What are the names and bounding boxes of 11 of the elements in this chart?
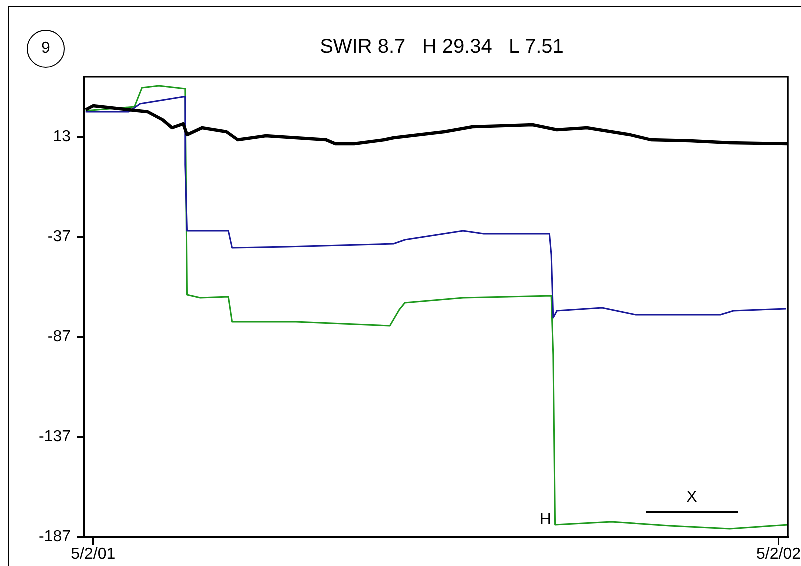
y-tick-label: -137 xyxy=(38,428,72,446)
x-tick-label: 5/2/01 xyxy=(71,546,116,564)
annotation: X xyxy=(686,488,698,508)
y-tick-label: -187 xyxy=(38,528,72,546)
x-tick-label: 5/2/02 xyxy=(756,546,801,564)
circle-icon: 9 xyxy=(27,30,65,68)
y-tick-label: 13 xyxy=(53,128,72,146)
chart-title: SWIR 8.7 H 29.34 L 7.51 xyxy=(319,36,565,59)
y-tick-label: -87 xyxy=(48,328,72,346)
annotation: H xyxy=(540,511,552,528)
y-tick-label: -37 xyxy=(48,228,72,246)
